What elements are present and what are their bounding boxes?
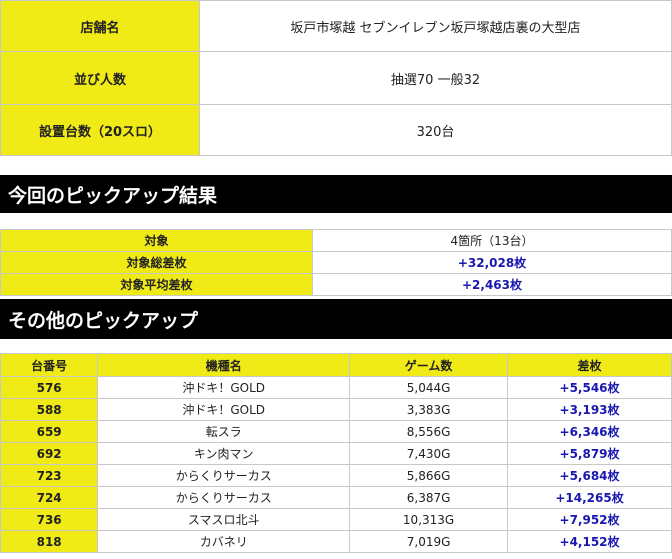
store-name-value: 坂戸市塚越 セブンイレブン坂戸塚越店裏の大型店 xyxy=(199,0,672,52)
machine-count-value: 320台 xyxy=(199,104,672,156)
diff-cell: +6,346枚 xyxy=(507,420,672,443)
machine-count-row: 設置台数（20スロ） 320台 xyxy=(0,104,672,156)
game-count-cell: 5,044G xyxy=(349,376,509,399)
store-info-table: 店舗名 坂戸市塚越 セブンイレブン坂戸塚越店裏の大型店 並び人数 抽選70 一般… xyxy=(0,0,672,156)
game-count-cell: 8,556G xyxy=(349,420,509,443)
table-row: 724 からくりサーカス 6,387G +14,265枚 xyxy=(0,486,672,509)
machine-number-cell: 659 xyxy=(0,420,99,443)
column-header-machine-number: 台番号 xyxy=(0,353,99,377)
column-header-game-count: ゲーム数 xyxy=(349,353,509,377)
table-row: 659 転スラ 8,556G +6,346枚 xyxy=(0,420,672,443)
diff-cell: +4,152枚 xyxy=(507,530,672,553)
queue-count-row: 並び人数 抽選70 一般32 xyxy=(0,51,672,105)
game-count-cell: 5,866G xyxy=(349,464,509,487)
diff-cell: +14,265枚 xyxy=(507,486,672,509)
diff-cell: +5,684枚 xyxy=(507,464,672,487)
other-pickup-heading: その他のピックアップ xyxy=(0,299,672,339)
store-name-label: 店舗名 xyxy=(0,0,200,52)
machine-count-label: 設置台数（20スロ） xyxy=(0,104,200,156)
diff-cell: +3,193枚 xyxy=(507,398,672,421)
game-count-cell: 3,383G xyxy=(349,398,509,421)
queue-count-value: 抽選70 一般32 xyxy=(199,51,672,105)
average-diff-row: 対象平均差枚 +2,463枚 xyxy=(0,273,672,296)
table-row: 692 キン肉マン 7,430G +5,879枚 xyxy=(0,442,672,465)
total-diff-row: 対象総差枚 +32,028枚 xyxy=(0,251,672,274)
table-row: 723 からくりサーカス 5,866G +5,684枚 xyxy=(0,464,672,487)
machine-number-cell: 724 xyxy=(0,486,99,509)
machine-number-cell: 576 xyxy=(0,376,99,399)
model-name-cell: カバネリ xyxy=(97,530,351,553)
machine-number-cell: 818 xyxy=(0,530,99,553)
table-row: 818 カバネリ 7,019G +4,152枚 xyxy=(0,530,672,553)
model-name-cell: からくりサーカス xyxy=(97,486,351,509)
total-diff-label: 対象総差枚 xyxy=(0,251,313,274)
game-count-cell: 7,019G xyxy=(349,530,509,553)
diff-cell: +5,546枚 xyxy=(507,376,672,399)
model-name-cell: からくりサーカス xyxy=(97,464,351,487)
model-name-cell: 沖ドキ！GOLD xyxy=(97,398,351,421)
queue-count-label: 並び人数 xyxy=(0,51,200,105)
model-name-cell: 沖ドキ！GOLD xyxy=(97,376,351,399)
pickup-result-table: 対象 4箇所（13台） 対象総差枚 +32,028枚 対象平均差枚 +2,463… xyxy=(0,229,672,296)
target-row: 対象 4箇所（13台） xyxy=(0,229,672,252)
machine-number-cell: 723 xyxy=(0,464,99,487)
table-row: 588 沖ドキ！GOLD 3,383G +3,193枚 xyxy=(0,398,672,421)
target-label: 対象 xyxy=(0,229,313,252)
game-count-cell: 7,430G xyxy=(349,442,509,465)
model-name-cell: キン肉マン xyxy=(97,442,351,465)
table-row: 736 スマスロ北斗 10,313G +7,952枚 xyxy=(0,508,672,531)
column-header-model-name: 機種名 xyxy=(97,353,351,377)
diff-cell: +5,879枚 xyxy=(507,442,672,465)
column-header-diff: 差枚 xyxy=(507,353,672,377)
other-pickup-table: 台番号 機種名 ゲーム数 差枚 576 沖ドキ！GOLD 5,044G +5,5… xyxy=(0,353,672,553)
diff-cell: +7,952枚 xyxy=(507,508,672,531)
average-diff-value: +2,463枚 xyxy=(312,273,672,296)
machine-number-cell: 692 xyxy=(0,442,99,465)
game-count-cell: 6,387G xyxy=(349,486,509,509)
pickup-result-heading: 今回のピックアップ結果 xyxy=(0,175,672,213)
model-name-cell: スマスロ北斗 xyxy=(97,508,351,531)
average-diff-label: 対象平均差枚 xyxy=(0,273,313,296)
model-name-cell: 転スラ xyxy=(97,420,351,443)
total-diff-value: +32,028枚 xyxy=(312,251,672,274)
table-header-row: 台番号 機種名 ゲーム数 差枚 xyxy=(0,353,672,377)
target-value: 4箇所（13台） xyxy=(312,229,672,252)
machine-number-cell: 588 xyxy=(0,398,99,421)
store-name-row: 店舗名 坂戸市塚越 セブンイレブン坂戸塚越店裏の大型店 xyxy=(0,0,672,52)
machine-number-cell: 736 xyxy=(0,508,99,531)
table-row: 576 沖ドキ！GOLD 5,044G +5,546枚 xyxy=(0,376,672,399)
game-count-cell: 10,313G xyxy=(349,508,509,531)
